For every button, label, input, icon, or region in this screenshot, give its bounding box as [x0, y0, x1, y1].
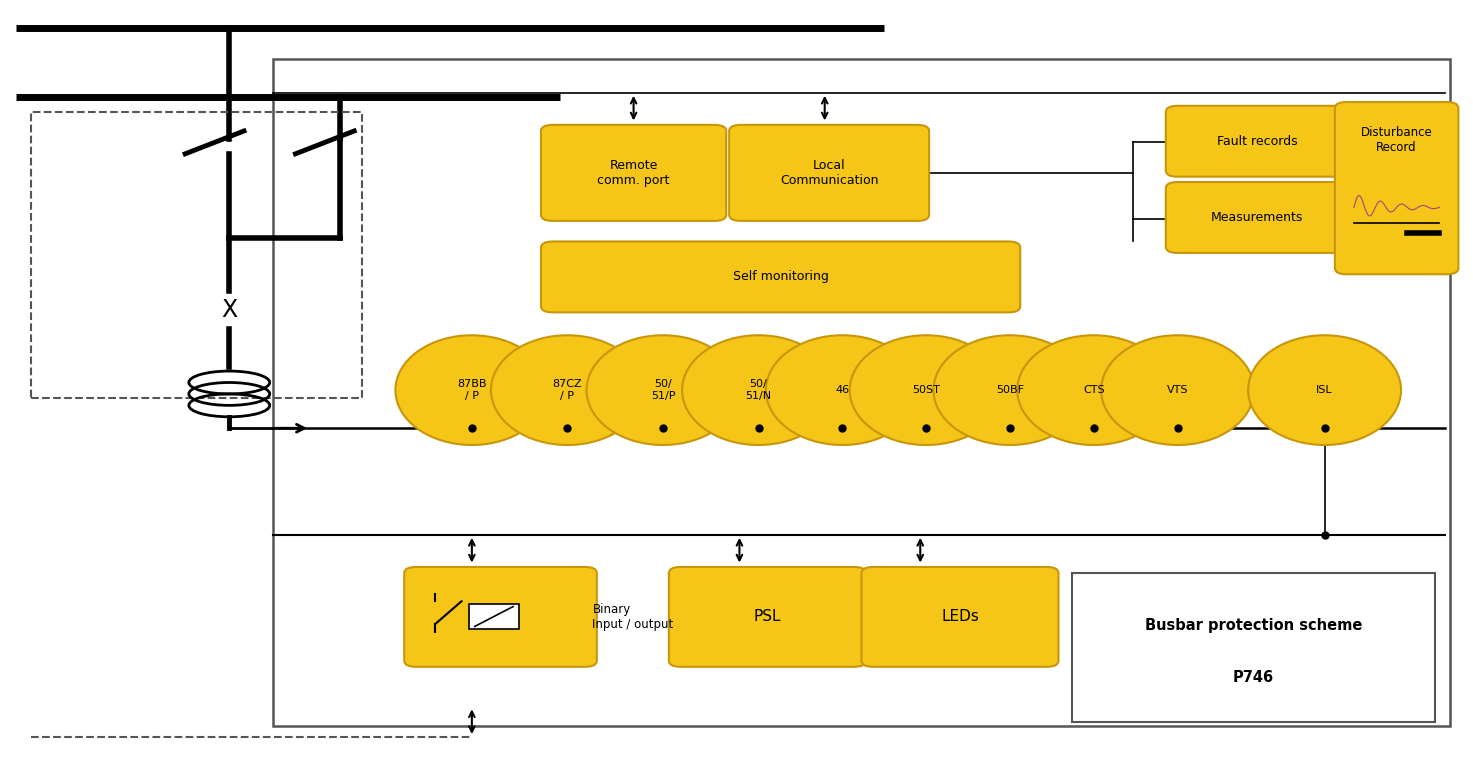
FancyBboxPatch shape	[729, 125, 929, 221]
Ellipse shape	[1018, 335, 1170, 445]
Text: 87BB
/ P: 87BB / P	[457, 379, 486, 401]
Ellipse shape	[1248, 335, 1401, 445]
Text: Measurements: Measurements	[1211, 211, 1304, 224]
Ellipse shape	[1102, 335, 1254, 445]
Text: CTS: CTS	[1083, 385, 1105, 395]
Ellipse shape	[586, 335, 739, 445]
FancyBboxPatch shape	[541, 242, 1021, 312]
Ellipse shape	[934, 335, 1087, 445]
Text: Binary
Input / output: Binary Input / output	[592, 604, 673, 631]
Text: Disturbance
Record: Disturbance Record	[1361, 126, 1433, 154]
Text: 50ST: 50ST	[912, 385, 940, 395]
FancyBboxPatch shape	[541, 125, 726, 221]
Ellipse shape	[850, 335, 1003, 445]
FancyBboxPatch shape	[1165, 106, 1348, 177]
Text: LEDs: LEDs	[941, 610, 980, 624]
Text: 50BF: 50BF	[996, 385, 1024, 395]
FancyBboxPatch shape	[468, 604, 518, 630]
Text: 50/
51/N: 50/ 51/N	[745, 379, 772, 401]
FancyBboxPatch shape	[1335, 102, 1458, 275]
Text: Remote
comm. port: Remote comm. port	[598, 159, 670, 187]
Bar	[1072, 573, 1435, 721]
FancyBboxPatch shape	[404, 567, 597, 667]
Ellipse shape	[766, 335, 919, 445]
Text: VTS: VTS	[1167, 385, 1189, 395]
Bar	[31, 112, 361, 398]
Text: 50/
51/P: 50/ 51/P	[651, 379, 675, 401]
Text: P746: P746	[1233, 669, 1274, 685]
Text: 87CZ
/ P: 87CZ / P	[552, 379, 582, 401]
Ellipse shape	[395, 335, 548, 445]
Text: Fault records: Fault records	[1217, 135, 1298, 148]
FancyBboxPatch shape	[862, 567, 1059, 667]
Text: Busbar protection scheme: Busbar protection scheme	[1145, 617, 1363, 633]
Text: X: X	[221, 298, 237, 322]
Text: Self monitoring: Self monitoring	[732, 271, 828, 283]
FancyBboxPatch shape	[1165, 182, 1348, 253]
Text: PSL: PSL	[754, 610, 781, 624]
Text: Local
Communication: Local Communication	[779, 159, 878, 187]
Bar	[274, 59, 1449, 725]
FancyBboxPatch shape	[669, 567, 866, 667]
Ellipse shape	[682, 335, 835, 445]
Text: ISL: ISL	[1317, 385, 1333, 395]
Ellipse shape	[491, 335, 644, 445]
Text: 46: 46	[835, 385, 850, 395]
